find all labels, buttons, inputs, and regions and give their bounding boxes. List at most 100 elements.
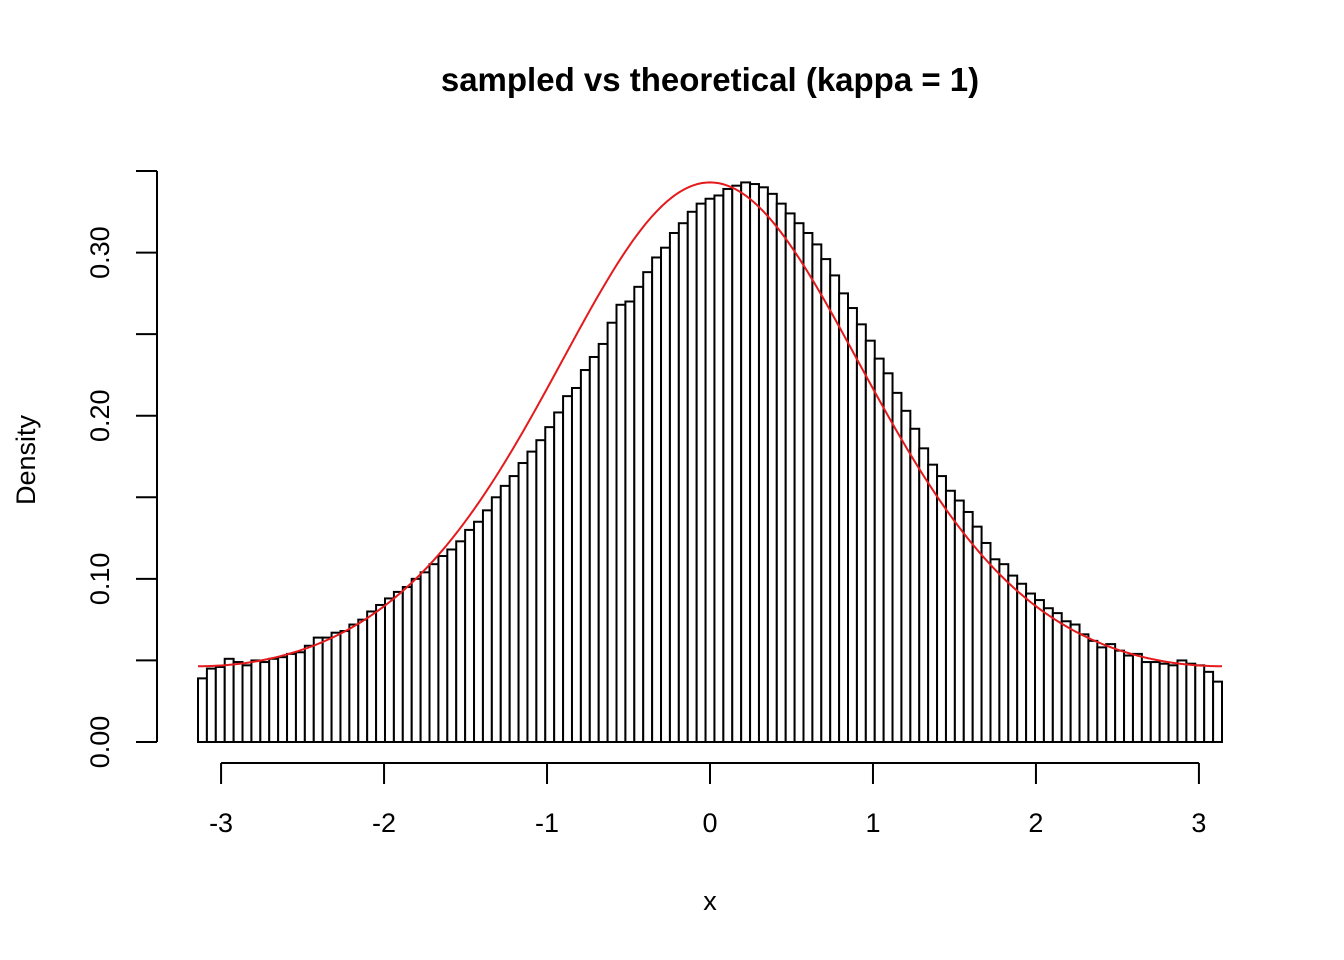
histogram-bar (811, 243, 823, 743)
histogram-bar (321, 636, 333, 744)
histogram-bar (1007, 574, 1019, 744)
histogram-bar (624, 300, 636, 743)
y-axis-label: Density (11, 414, 41, 505)
chart-title: sampled vs theoretical (kappa = 1) (441, 61, 979, 98)
histogram-bar (829, 274, 841, 743)
histogram-bar (375, 603, 386, 744)
histogram-bar (535, 439, 547, 743)
histogram-bar (473, 520, 484, 744)
histogram-bar (1123, 654, 1134, 744)
histogram-bar (1105, 643, 1117, 743)
y-tick-label: 0.10 (85, 553, 115, 606)
histogram-bar (526, 450, 538, 743)
histogram-bar (909, 427, 921, 743)
histogram-bar (651, 256, 663, 743)
y-tick-label: 0.30 (85, 226, 115, 279)
histogram-bar (900, 409, 912, 743)
histogram-bar (562, 395, 573, 743)
histogram-bar (1149, 661, 1161, 743)
histogram-bar (980, 541, 992, 743)
histogram-bar (205, 667, 217, 744)
histogram-bar (731, 184, 743, 743)
histogram-bar (633, 285, 645, 743)
histogram-bar (989, 558, 1001, 744)
histogram-bar (197, 677, 208, 743)
histogram-bar (677, 222, 689, 743)
histogram-bar (366, 610, 378, 743)
histogram-bar (784, 212, 796, 744)
histogram-bar (1212, 680, 1223, 744)
histogram-bar (294, 651, 306, 744)
histogram-bar (1194, 664, 1206, 744)
histogram-bar (642, 271, 654, 743)
histogram-bar (410, 577, 422, 743)
histogram-bar (357, 618, 369, 744)
histogram-bar (660, 246, 671, 743)
histogram-bar (606, 321, 618, 743)
histogram-bar (793, 222, 805, 743)
histogram-bar (303, 644, 315, 743)
histogram-bar (971, 525, 983, 744)
histogram-bar (455, 540, 467, 744)
histogram-bar (508, 475, 520, 743)
histogram-bar (766, 192, 778, 743)
histogram-bar (1131, 652, 1143, 744)
x-tick-label: 1 (865, 808, 880, 838)
histogram-bar (882, 372, 894, 743)
x-tick-label: 3 (1191, 808, 1206, 838)
histogram-bar (419, 571, 431, 744)
histogram-bars (197, 181, 1223, 744)
histogram-bar (330, 631, 342, 743)
histogram-bar (740, 181, 752, 744)
histogram-bar (553, 411, 565, 743)
x-axis: -3 -2 -1 0 1 2 3 (209, 762, 1206, 838)
histogram-bar (588, 355, 600, 743)
histogram-bar (749, 183, 760, 744)
histogram-bar (446, 548, 458, 743)
histogram-bar (820, 258, 832, 743)
histogram-bar (259, 661, 271, 743)
histogram-bar (383, 597, 395, 743)
histogram-bar (1167, 664, 1179, 744)
histogram-bar (401, 586, 413, 744)
histogram-bar (927, 463, 939, 743)
histogram-bar (1185, 662, 1197, 743)
histogram-bar (1025, 592, 1036, 743)
histogram-bar (1203, 670, 1215, 743)
histogram-bar (1042, 607, 1054, 743)
y-tick-label: 0.20 (85, 389, 115, 442)
x-axis-label: x (703, 886, 717, 916)
histogram-bar (286, 652, 297, 744)
histogram-bar (891, 391, 903, 743)
histogram-bar (704, 197, 716, 744)
histogram-bar (1051, 612, 1063, 743)
histogram-bar (1140, 661, 1152, 743)
histogram-bar (223, 657, 235, 743)
histogram-bar (944, 489, 956, 744)
histogram-bar (686, 210, 698, 744)
histogram-bar (936, 475, 947, 743)
histogram-bar (998, 563, 1010, 743)
histogram-bar (348, 623, 360, 743)
histogram-bar (962, 510, 974, 743)
histogram-bar (873, 357, 885, 743)
histogram-bar (214, 665, 226, 744)
histogram-bar (1176, 659, 1188, 743)
histogram-bar (1114, 649, 1126, 744)
histogram-bar (713, 194, 725, 744)
histogram-bar (339, 630, 351, 743)
y-tick-label: 0.00 (85, 716, 115, 769)
histogram-bar (437, 555, 449, 744)
histogram-bar (241, 664, 253, 744)
histogram-bar (464, 528, 476, 743)
histogram-bar (1087, 639, 1099, 743)
x-tick-label: -2 (372, 808, 396, 838)
histogram-bar (277, 656, 289, 743)
x-tick-label: -1 (535, 808, 559, 838)
x-tick-label: 0 (702, 808, 717, 838)
histogram-bar (490, 496, 502, 744)
histogram-bar (250, 659, 262, 743)
density-curve-layer (197, 181, 1223, 668)
histogram-bar (597, 342, 609, 743)
